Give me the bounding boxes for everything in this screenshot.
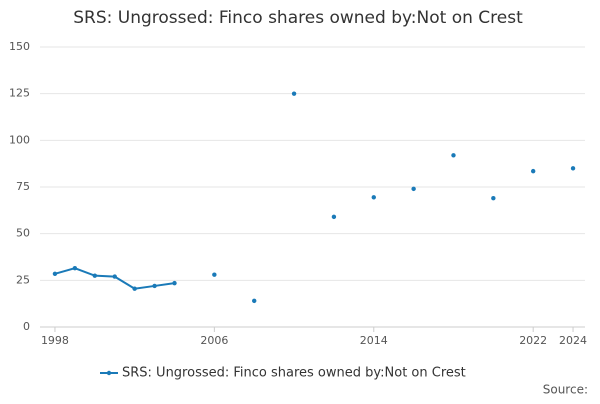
- point: [291, 91, 297, 96]
- legend-label: SRS: Ungrossed: Finco shares owned by:No…: [122, 366, 466, 381]
- point: [411, 186, 416, 192]
- point: [92, 273, 97, 278]
- x-tick-label: 2014: [360, 334, 388, 347]
- point: [72, 266, 78, 271]
- point: [112, 274, 117, 279]
- point: [530, 168, 536, 174]
- point: [152, 283, 157, 289]
- point: [52, 271, 58, 276]
- source: Source:: [543, 383, 588, 397]
- x-tick-label: 2006: [200, 334, 228, 347]
- point: [252, 298, 257, 304]
- x-tick-label: 1998: [41, 334, 69, 347]
- chart-title: SRS: Ungrossed: Finco shares owned by:No…: [73, 8, 523, 28]
- legend-marker: [106, 370, 112, 376]
- point: [491, 196, 496, 201]
- y-tick-label: 125: [9, 87, 30, 100]
- point: [451, 153, 456, 158]
- y-tick-label: 50: [16, 227, 30, 240]
- y-tick-label: 100: [9, 133, 30, 146]
- point: [570, 166, 576, 171]
- y-tick-label: 150: [9, 40, 30, 53]
- y-tick-label: 0: [23, 320, 30, 333]
- point: [331, 214, 337, 220]
- point: [132, 286, 137, 291]
- point: [371, 195, 376, 200]
- point: [172, 280, 177, 286]
- x-tick-label: 2024: [559, 334, 587, 347]
- point: [212, 272, 217, 277]
- x-tick-label: 2022: [519, 334, 547, 347]
- y-tick-label: 75: [16, 180, 30, 193]
- y-tick-label: 25: [16, 273, 30, 286]
